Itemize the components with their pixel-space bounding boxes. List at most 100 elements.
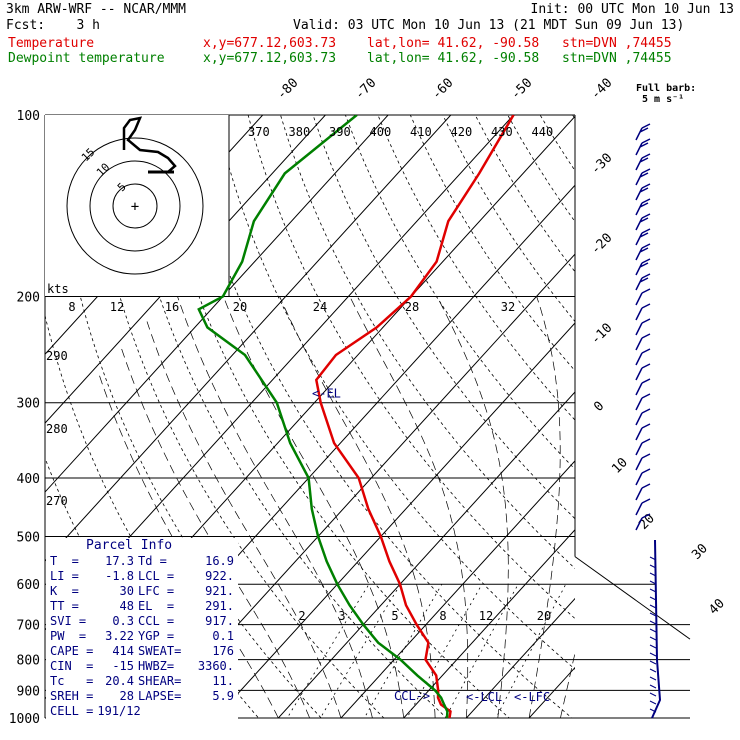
parcel-info-cell: 191/12 [97, 704, 141, 718]
lfc-marker: <-LFC [514, 690, 550, 704]
moist-adiabat [592, 297, 700, 719]
wind-barb [635, 168, 651, 186]
wind-barb [635, 393, 651, 411]
full-barb-units: 5 m s⁻¹ [642, 94, 685, 105]
hodograph-background [45, 115, 229, 296]
parcel-info-row: TT = 48 EL = 291. [46, 599, 238, 614]
parcel-info-cell: 48 [119, 599, 134, 613]
theta-left-label: 280 [46, 422, 68, 436]
hodograph-speed-label: 8 [68, 300, 75, 314]
temperature-stn: stn=DVN ,74455 [562, 36, 672, 51]
hodograph-ring [112, 183, 158, 229]
parcel-info-cell: 3.22 [105, 629, 134, 643]
wind-barb-tick [649, 644, 657, 649]
parcel-info-cell: 17.3 [105, 554, 134, 568]
wind-barb [635, 408, 651, 426]
parcel-info-cell: 20.4 [105, 674, 134, 688]
wind-barb [635, 483, 651, 501]
temperature-xy: x,y=677.12,603.73 [203, 36, 337, 51]
wind-barb [635, 198, 651, 216]
mixing-ratio-line [495, 584, 567, 718]
hodograph-speed-label: 24 [313, 300, 327, 314]
parcel-info-cell: CAPE = [50, 644, 94, 658]
pressure-label: 900 [17, 684, 40, 699]
mixing-ratio-line [406, 584, 483, 718]
parcel-info-cell: 3360. [197, 659, 234, 673]
parcel-info-cell: 414 [112, 644, 134, 658]
mixing-ratio-label: 20 [537, 609, 551, 623]
isotherm-line [403, 529, 575, 718]
hodograph-units: kts [47, 282, 69, 296]
parcel-info-row: PW = 3.22 YGP = 0.1 [46, 629, 238, 644]
wind-barb-tick [649, 572, 657, 577]
mixing-ratio-line [363, 583, 443, 718]
parcel-info-cell: CCL = [138, 614, 175, 628]
el-marker: <-EL [312, 387, 341, 401]
dewpoint-xy: x,y=677.12,603.73 [203, 51, 337, 66]
parcel-info-cell: Td = [138, 554, 167, 568]
theta-left-label: 290 [46, 349, 68, 363]
mixing-ratio-label: 5 [391, 609, 398, 623]
pressure-label: 100 [17, 109, 40, 124]
wind-barb [635, 303, 651, 321]
wind-barb-tick [649, 564, 657, 569]
dry-adiabat [52, 115, 322, 718]
parcel-info-cell: LCL = [138, 569, 175, 583]
isotherm-line [214, 322, 575, 718]
isotherm-label: -80 [274, 76, 301, 103]
hodograph-trace [122, 116, 177, 174]
isotherm-line [580, 102, 740, 731]
dry-adiabat [117, 115, 448, 718]
dewpoint-latlon: lat,lon= 41.62, -90.58 [367, 51, 540, 66]
parcel-info-cell: LFC = [138, 584, 175, 598]
parcel-info-cell: 176 [212, 644, 234, 658]
parcel-info-cell: 922. [205, 569, 234, 583]
hodograph-speed-label: 16 [165, 300, 179, 314]
theta-label: 410 [410, 125, 432, 139]
isotherm-line [277, 391, 575, 718]
isotherm-label: 0 [591, 399, 607, 415]
lcl-marker: <-LCL [466, 690, 502, 704]
wind-barb [635, 348, 651, 366]
wind-barb [635, 498, 651, 516]
wind-barb-tick [649, 588, 657, 593]
theta-label: 430 [491, 125, 513, 139]
dry-adiabat [150, 115, 510, 718]
parcel-info-cell: CIN = [50, 659, 94, 673]
hodograph-speed-label: 28 [405, 300, 419, 314]
isotherm-label: -60 [429, 76, 456, 103]
wind-barb-tick [649, 636, 657, 641]
parcel-info-cell [150, 704, 198, 719]
parcel-info-row: SREH = 28 LAPSE= 5.9 [46, 689, 238, 704]
dry-adiabat [474, 115, 575, 273]
wind-barb [635, 228, 651, 246]
dewpoint-legend: Dewpoint temperature [8, 51, 165, 66]
mixing-ratio-label: 8 [439, 609, 446, 623]
parcel-info-cell: SVI = [50, 614, 87, 628]
parcel-info-cell: 0.3 [112, 614, 134, 628]
isotherm-label: -20 [588, 231, 615, 258]
mixing-ratio-line [444, 584, 519, 718]
dry-adiabat [312, 115, 575, 520]
moist-adiabat [223, 296, 405, 718]
parcel-info-cell: EL = [138, 599, 175, 613]
moist-adiabat [98, 374, 279, 718]
wind-profile-line [651, 539, 662, 719]
wind-barb [635, 453, 651, 471]
wind-barb-tick [649, 604, 657, 609]
dry-adiabat [345, 115, 575, 470]
pressure-label: 400 [17, 472, 40, 487]
wind-barb-tick [649, 692, 657, 697]
parcel-info-cell: 0.1 [212, 629, 234, 643]
dewpoint-stn: stn=DVN ,74455 [562, 51, 672, 66]
wind-barb [635, 243, 651, 261]
parcel-info-box: Parcel Info T = 17.3 Td = 16.9 LI = -1.8 LCL =… [46, 538, 238, 719]
isotherm-line [45, 115, 452, 562]
dry-adiabat [85, 115, 385, 718]
mixing-ratio-line [319, 583, 401, 718]
wind-barb [635, 333, 651, 351]
wind-barb [635, 213, 651, 231]
pressure-label: 800 [17, 654, 40, 669]
parcel-info-row: CELL = 191/12 [46, 704, 238, 719]
